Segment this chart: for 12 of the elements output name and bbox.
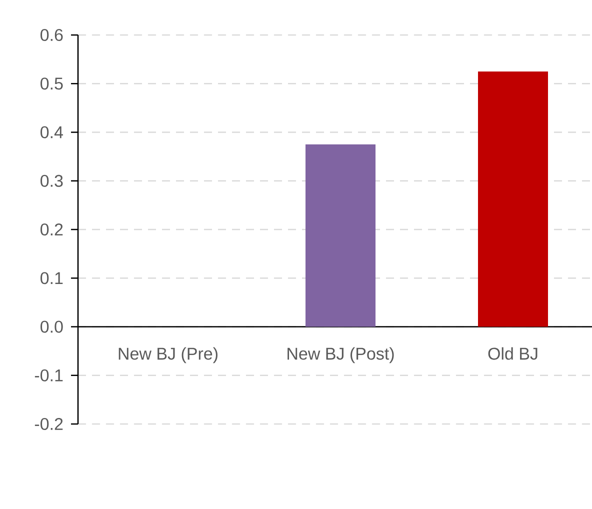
x-tick-label: Old BJ [488, 347, 538, 360]
y-tick-label: -0.2 [34, 418, 63, 430]
y-tick-label: 0.1 [40, 272, 63, 284]
y-tick-label: 0.2 [40, 223, 63, 236]
y-tick-label: 0.6 [40, 28, 63, 42]
x-tick-label: New BJ (Post) [288, 347, 394, 364]
x-tick-label: New BJ (Pre) [118, 347, 218, 364]
y-tick-label: 0.5 [40, 78, 63, 90]
y-tick-label: 0.0 [40, 320, 63, 333]
y-tick-label: 0.4 [40, 126, 63, 138]
y-tick-label: -0.1 [34, 369, 63, 382]
y-tick-label: 0.3 [40, 174, 63, 187]
